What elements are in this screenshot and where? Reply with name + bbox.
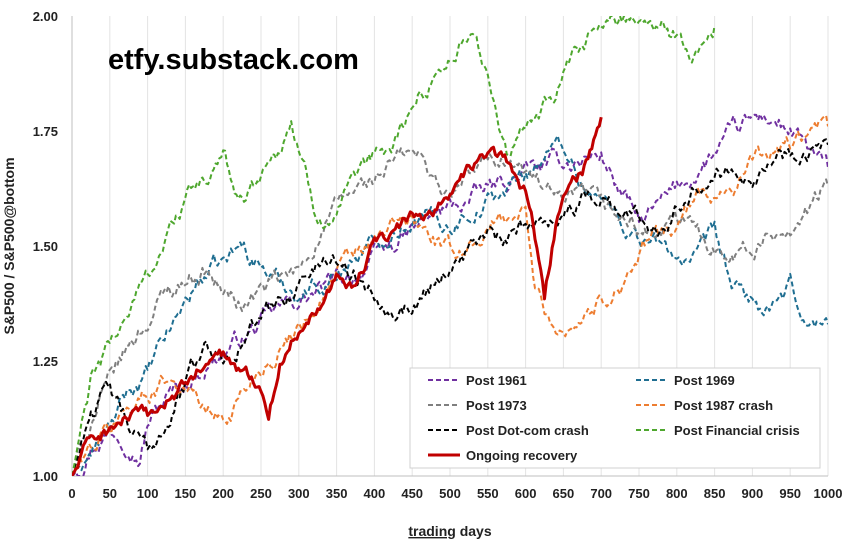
- x-tick-400: 400: [364, 486, 386, 501]
- x-tick-labels: 0 50 100 150 200 250 300 350 400 450 500 550 600 650 7…: [68, 486, 842, 501]
- legend-label-post-1973: Post 1973: [466, 398, 527, 413]
- x-axis-title-rest: days: [456, 523, 492, 539]
- x-tick-550: 550: [477, 486, 499, 501]
- x-axis-title: trading days: [408, 523, 491, 539]
- legend: Post 1961 Post 1969 Post 1973 Post 1987 cra…: [409, 367, 821, 469]
- x-tick-1000: 1000: [814, 486, 843, 501]
- x-tick-800: 800: [666, 486, 688, 501]
- x-tick-200: 200: [212, 486, 234, 501]
- x-tick-700: 700: [590, 486, 612, 501]
- legend-label-post-financial-crisis: Post Financial crisis: [674, 423, 800, 438]
- x-tick-0: 0: [68, 486, 75, 501]
- series-line-post-1961: [72, 113, 828, 476]
- series-line-post-dot-com-crash: [72, 138, 828, 476]
- x-tick-300: 300: [288, 486, 310, 501]
- legend-label-post-1987-crash: Post 1987 crash: [674, 398, 773, 413]
- y-tick-1.75: 1.75: [33, 124, 58, 139]
- series-lines: [72, 16, 828, 476]
- x-tick-600: 600: [515, 486, 537, 501]
- x-tick-250: 250: [250, 486, 272, 501]
- y-tick-1.00: 1.00: [33, 469, 58, 484]
- series-line-ongoing-recovery: [72, 116, 603, 476]
- x-tick-650: 650: [553, 486, 575, 501]
- y-axis-title: S&P500 / S&P500@bottom: [1, 157, 17, 334]
- y-tick-1.50: 1.50: [33, 239, 58, 254]
- watermark: etfy.substack.com: [108, 44, 359, 76]
- y-tick-1.25: 1.25: [33, 354, 58, 369]
- series-line-post-1969: [72, 134, 828, 476]
- y-tick-labels: 1.00 1.25 1.50 1.75 2.00: [33, 9, 58, 484]
- x-tick-350: 350: [326, 486, 348, 501]
- legend-label-post-dot-com-crash: Post Dot-com crash: [466, 423, 589, 438]
- x-tick-500: 500: [439, 486, 461, 501]
- x-tick-900: 900: [742, 486, 764, 501]
- legend-label-ongoing-recovery: Ongoing recovery: [466, 448, 578, 463]
- x-tick-100: 100: [137, 486, 159, 501]
- x-tick-450: 450: [401, 486, 423, 501]
- legend-label-post-1969: Post 1969: [674, 373, 735, 388]
- x-axis-title-underlined: trading: [408, 523, 455, 539]
- x-tick-850: 850: [704, 486, 726, 501]
- y-tick-2.00: 2.00: [33, 9, 58, 24]
- x-tick-950: 950: [779, 486, 801, 501]
- x-tick-50: 50: [103, 486, 117, 501]
- x-tick-750: 750: [628, 486, 650, 501]
- series-line-post-financial-crisis: [72, 16, 716, 476]
- legend-label-post-1961: Post 1961: [466, 373, 527, 388]
- legend-box: [409, 367, 821, 469]
- x-tick-150: 150: [175, 486, 197, 501]
